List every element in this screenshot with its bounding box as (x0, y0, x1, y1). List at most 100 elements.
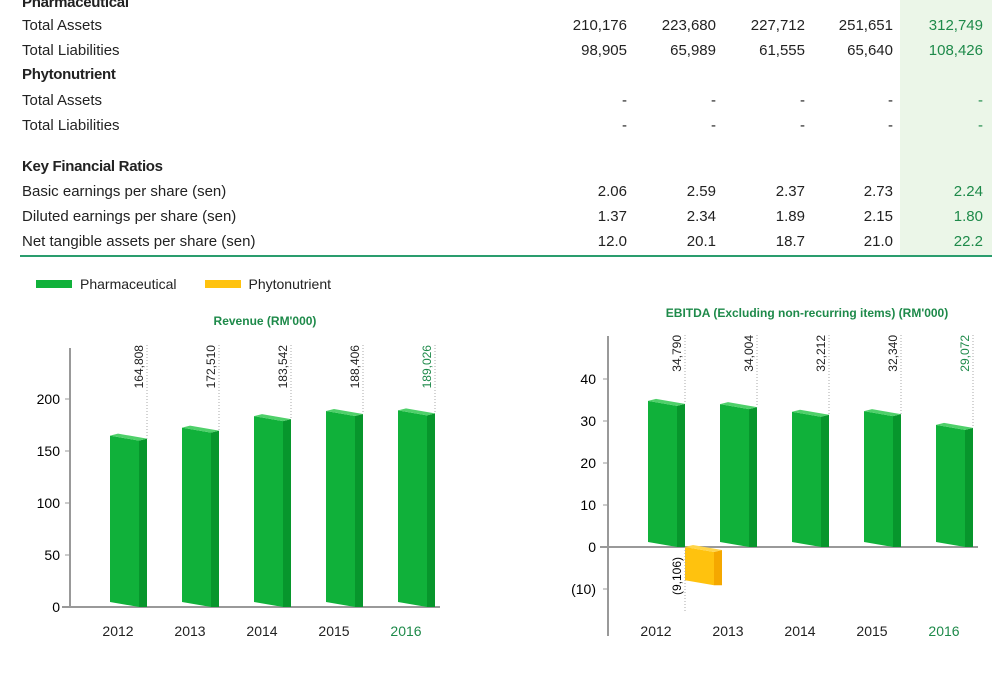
row-label: Basic earnings per share (sen) (22, 183, 227, 200)
table-cell: 2.73 (863, 183, 893, 200)
table-row: Net tangible assets per share (sen) 12.0 2… (22, 231, 992, 253)
bar-top (864, 409, 901, 417)
y-tick-label: 100 (37, 495, 61, 511)
table-divider (20, 255, 992, 257)
row-label: Net tangible assets per share (sen) (22, 233, 256, 250)
table-cell: 1.37 (597, 208, 627, 225)
bar-side (139, 438, 147, 607)
bar-side (893, 414, 901, 547)
bar-pharmaceutical (648, 400, 677, 547)
bar-top (685, 545, 722, 552)
bar-side (749, 407, 757, 547)
row-label: Total Liabilities (22, 42, 120, 59)
table-cell: 1.80 (953, 208, 983, 225)
table-cell: - (711, 117, 716, 134)
table-cell: 98,905 (581, 42, 627, 59)
table-cell: 21.0 (863, 233, 893, 250)
bar-side (965, 427, 973, 547)
table-cell: 12.0 (597, 233, 627, 250)
data-label: 172,510 (204, 345, 218, 389)
x-tick-label: 2014 (246, 623, 277, 639)
section-heading-row: Key Financial Ratios (22, 156, 992, 178)
bar-top (936, 422, 973, 430)
x-tick-label: 2014 (784, 623, 815, 639)
table-cell: - (888, 92, 893, 109)
row-label: Total Assets (22, 17, 103, 34)
table-row: Basic earnings per share (sen) 2.06 2.59 2.… (22, 181, 992, 203)
bar-side (821, 414, 829, 547)
table-cell: - (800, 92, 805, 109)
row-label: Total Assets (22, 92, 103, 109)
bar-top (398, 408, 435, 416)
table-cell: 65,989 (670, 42, 716, 59)
table-cell: - (978, 92, 983, 109)
section-heading-row: Phytonutrient (22, 64, 992, 86)
table-cell: 61,555 (759, 42, 805, 59)
bar-top (792, 409, 829, 417)
data-label: 189,026 (420, 345, 434, 389)
section-heading: Phytonutrient (22, 66, 116, 83)
y-tick-label: 150 (37, 443, 61, 459)
bar-side (714, 550, 722, 586)
x-tick-label: 2012 (640, 623, 671, 639)
x-tick-label: 2016 (928, 623, 959, 639)
table-cell: 1.89 (775, 208, 805, 225)
x-tick-label: 2015 (318, 623, 349, 639)
data-label: 29,072 (958, 335, 972, 372)
x-tick-label: 2013 (174, 623, 205, 639)
table-cell: 251,651 (838, 17, 893, 34)
data-label: (9,106) (670, 557, 684, 595)
legend-swatch-pharmaceutical (36, 280, 72, 288)
table-cell: 312,749 (928, 17, 983, 34)
bar-pharmaceutical (792, 411, 821, 547)
table-cell: - (711, 92, 716, 109)
section-heading: Pharmaceutical (22, 0, 129, 11)
table-cell: 2.15 (863, 208, 893, 225)
y-tick-label: 30 (580, 413, 596, 429)
bar-side (355, 414, 363, 607)
table-cell: 2.37 (775, 183, 805, 200)
table-row: Total Assets - - - - - (22, 90, 992, 112)
bar-pharmaceutical (110, 435, 139, 607)
data-label: 34,790 (670, 335, 684, 372)
bar-top (110, 433, 147, 441)
current-year-highlight (900, 0, 992, 256)
table-cell: 2.59 (686, 183, 716, 200)
legend-label: Pharmaceutical (80, 276, 177, 292)
bar-pharmaceutical (254, 416, 283, 607)
bar-pharmaceutical (936, 424, 965, 547)
table-cell: 22.2 (953, 233, 983, 250)
table-cell: 2.06 (597, 183, 627, 200)
x-tick-label: 2012 (102, 623, 133, 639)
section-heading: Key Financial Ratios (22, 158, 163, 175)
chart-title: Revenue (RM'000) (214, 314, 317, 328)
table-cell: 2.34 (686, 208, 716, 225)
y-tick-label: 0 (588, 539, 596, 555)
bar-side (211, 430, 219, 607)
bar-pharmaceutical (326, 411, 355, 607)
bar-top (254, 414, 291, 422)
bar-pharmaceutical (182, 427, 211, 607)
legend-label: Phytonutrient (248, 276, 332, 292)
bar-side (283, 419, 291, 607)
table-cell: - (622, 117, 627, 134)
x-tick-label: 2015 (856, 623, 887, 639)
legend-swatch-phytonutrient (204, 280, 241, 288)
table-cell: - (978, 117, 983, 134)
y-tick-label: (10) (571, 581, 596, 597)
data-label: 32,212 (814, 335, 828, 372)
bar-side (677, 403, 685, 547)
table-cell: - (622, 92, 627, 109)
bar-pharmaceutical (398, 410, 427, 607)
bar-pharmaceutical (864, 411, 893, 547)
table-row: Total Assets 210,176 223,680 227,712 251,651… (22, 15, 992, 37)
bar-top (648, 398, 685, 406)
bar-phytonutrient (685, 547, 714, 586)
y-tick-label: 20 (580, 455, 596, 471)
bar-top (720, 402, 757, 410)
table-cell: 65,640 (847, 42, 893, 59)
data-label: 32,340 (886, 335, 900, 372)
table-cell: 210,176 (572, 17, 627, 34)
data-label: 164,808 (132, 345, 146, 389)
